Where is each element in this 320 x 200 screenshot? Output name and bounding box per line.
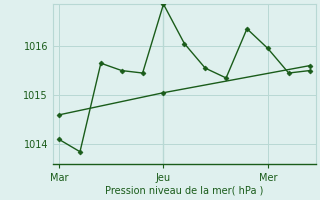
X-axis label: Pression niveau de la mer( hPa ): Pression niveau de la mer( hPa ) bbox=[105, 186, 264, 196]
